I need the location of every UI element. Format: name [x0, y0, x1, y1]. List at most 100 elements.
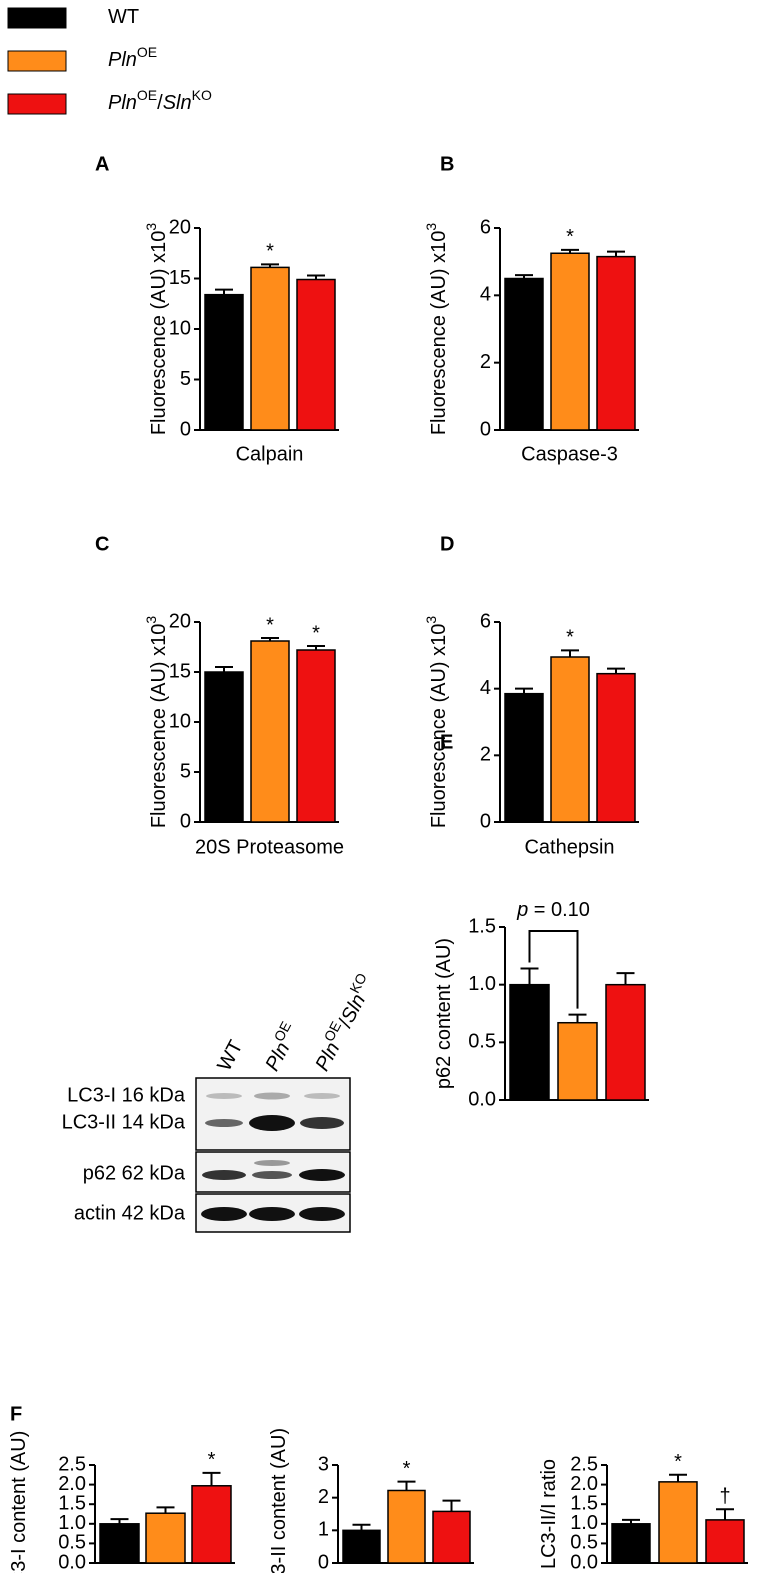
text-part: WT [108, 6, 139, 28]
text-part: p62 content (AU) [433, 938, 455, 1089]
y-tick-label: 20 [169, 216, 191, 238]
legend-label: PlnOE [108, 44, 157, 72]
text-part: Pln [262, 1039, 295, 1075]
bar [204, 293, 244, 431]
band [252, 1171, 292, 1179]
bar [658, 1481, 698, 1564]
bar [250, 640, 290, 823]
y-axis-label: p62 content (AU) [433, 938, 455, 1089]
significance-marker: * [566, 627, 574, 649]
y-axis-label: LC3-II/I ratio [538, 1459, 560, 1569]
text-part: = 0.10 [528, 899, 590, 921]
text-part: LC3-II content (AU) [268, 1428, 290, 1573]
x-axis-label: Caspase-3 [521, 443, 618, 465]
x-axis-label: 20S Proteasome [195, 836, 344, 858]
text-part: Fluorescence (AU) x10 [148, 624, 170, 829]
y-tick-label: 0 [180, 810, 191, 832]
legend-label: WT [108, 6, 139, 28]
bar [705, 1519, 745, 1564]
y-tick-label: 2 [318, 1486, 329, 1508]
bar [432, 1510, 471, 1564]
y-tick-label: 2.5 [58, 1453, 86, 1475]
y-tick-label: 0.0 [58, 1551, 86, 1573]
y-tick-label: 0.0 [468, 1088, 496, 1110]
text-part: Pln [312, 1039, 345, 1075]
band [299, 1169, 345, 1181]
x-axis-label: Calpain [236, 443, 304, 465]
y-tick-label: 10 [169, 317, 191, 339]
bar [504, 277, 544, 431]
bar [387, 1489, 426, 1564]
band [249, 1115, 295, 1131]
y-tick-label: 20 [169, 610, 191, 632]
y-tick-label: 6 [480, 216, 491, 238]
text-part: Fluorescence (AU) x10 [428, 624, 450, 829]
y-tick-label: 5 [180, 368, 191, 390]
text-part: 3 [423, 223, 439, 231]
row-label: LC3-I 16 kDa [67, 1084, 186, 1106]
y-tick-label: 0 [480, 810, 491, 832]
panel-letter: A [95, 153, 109, 175]
legend-label: PlnOE/SlnKO [108, 87, 212, 115]
text-part: LC3-II/I ratio [538, 1459, 560, 1569]
y-axis-label: LC3-I content (AU) [8, 1431, 30, 1573]
y-axis-label: Fluorescence (AU) x103 [423, 616, 451, 829]
panel-letter: C [95, 533, 109, 555]
y-tick-label: 0.5 [570, 1532, 598, 1554]
y-tick-label: 10 [169, 710, 191, 732]
y-axis-label: Fluorescence (AU) x103 [143, 616, 171, 829]
text-part: OE [137, 87, 157, 103]
y-tick-label: 2.0 [58, 1473, 86, 1495]
text-part: OE [137, 44, 157, 60]
y-tick-label: 3 [318, 1453, 329, 1475]
y-tick-label: 1.5 [468, 915, 496, 937]
y-tick-label: 0 [318, 1551, 329, 1573]
y-tick-label: 15 [169, 267, 191, 289]
legend-swatch [7, 7, 67, 29]
bar [99, 1523, 140, 1564]
text-part: / [157, 92, 163, 114]
bar [342, 1529, 381, 1564]
y-tick-label: 4 [480, 677, 491, 699]
bar [191, 1485, 232, 1564]
bar [296, 278, 336, 431]
y-tick-label: 0 [480, 418, 491, 440]
significance-marker: * [208, 1449, 216, 1471]
blot-bands [201, 1092, 345, 1221]
y-tick-label: 1.5 [570, 1492, 598, 1514]
bar [605, 983, 646, 1101]
band [249, 1207, 295, 1221]
panel-letter: B [440, 153, 454, 175]
text-part: Sln [163, 92, 192, 114]
y-tick-label: 1.0 [468, 973, 496, 995]
band [254, 1092, 290, 1100]
text-part: 3 [143, 223, 159, 231]
significance-marker: * [266, 241, 274, 263]
band [299, 1207, 345, 1221]
lane-label: PlnOE [257, 1018, 304, 1074]
y-tick-label: 2.0 [570, 1473, 598, 1495]
y-tick-label: 1 [318, 1519, 329, 1541]
y-tick-label: 1.5 [58, 1492, 86, 1514]
legend-swatch [7, 93, 67, 115]
bar [596, 255, 636, 431]
panel-letter: E [440, 731, 453, 753]
y-tick-label: 5 [180, 760, 191, 782]
y-tick-label: 4 [480, 284, 491, 306]
text-part: Pln [108, 92, 137, 114]
band [254, 1160, 290, 1166]
bar [550, 656, 590, 823]
significance-marker: * [266, 614, 274, 636]
y-tick-label: 0.5 [58, 1532, 86, 1554]
bar [250, 266, 290, 431]
y-tick-label: 0 [180, 418, 191, 440]
text-part: p [516, 899, 528, 921]
band [300, 1117, 344, 1129]
lane-label: WT [214, 1037, 248, 1075]
band [205, 1119, 243, 1127]
row-label: actin 42 kDa [74, 1202, 186, 1224]
band [304, 1093, 340, 1099]
y-axis-label: Fluorescence (AU) x103 [143, 223, 171, 436]
text-part: WT [214, 1037, 248, 1075]
